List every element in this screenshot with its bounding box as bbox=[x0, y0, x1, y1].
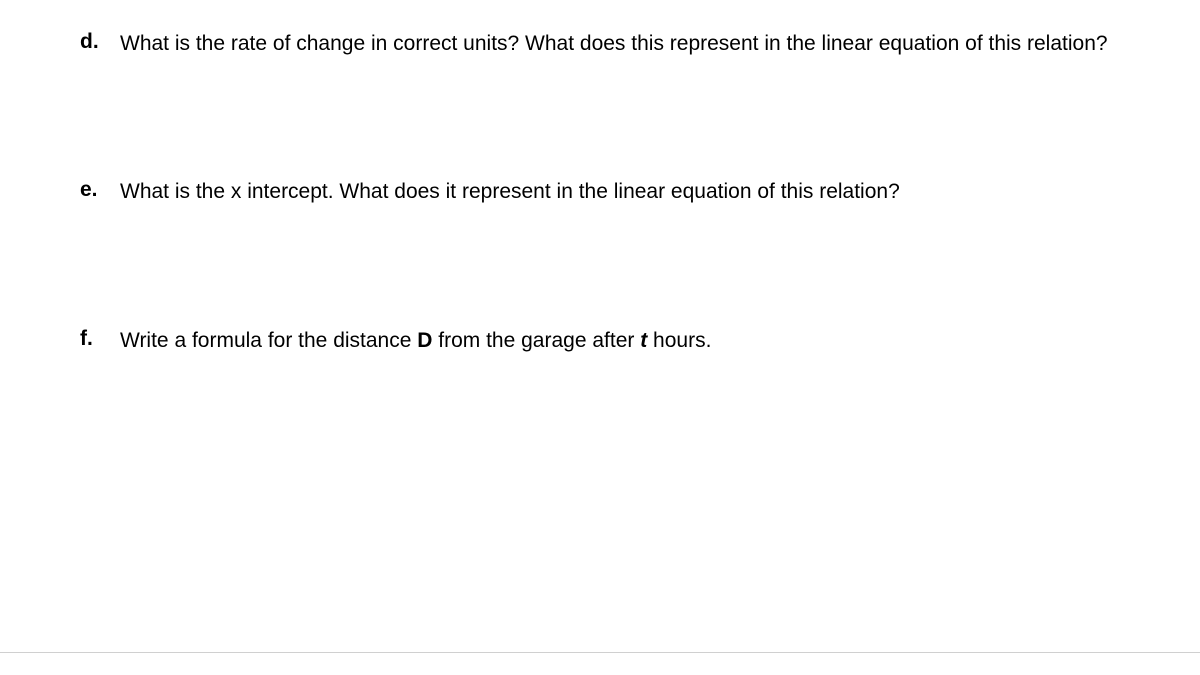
question-letter: e. bbox=[80, 178, 120, 202]
question-e: e. What is the x intercept. What does it… bbox=[80, 178, 1120, 206]
variable-d: D bbox=[417, 329, 432, 352]
question-letter: d. bbox=[80, 30, 120, 54]
question-letter: f. bbox=[80, 327, 120, 351]
page-content: d. What is the rate of change in correct… bbox=[0, 0, 1200, 355]
question-d: d. What is the rate of change in correct… bbox=[80, 30, 1120, 58]
page-divider bbox=[0, 652, 1200, 653]
question-text: What is the x intercept. What does it re… bbox=[120, 178, 900, 206]
text-prefix: Write a formula for the distance bbox=[120, 329, 417, 352]
text-suffix: hours. bbox=[647, 329, 711, 352]
question-f: f. Write a formula for the distance D fr… bbox=[80, 327, 1120, 355]
question-text: What is the rate of change in correct un… bbox=[120, 30, 1108, 58]
text-mid: from the garage after bbox=[432, 329, 640, 352]
question-text: Write a formula for the distance D from … bbox=[120, 327, 711, 355]
